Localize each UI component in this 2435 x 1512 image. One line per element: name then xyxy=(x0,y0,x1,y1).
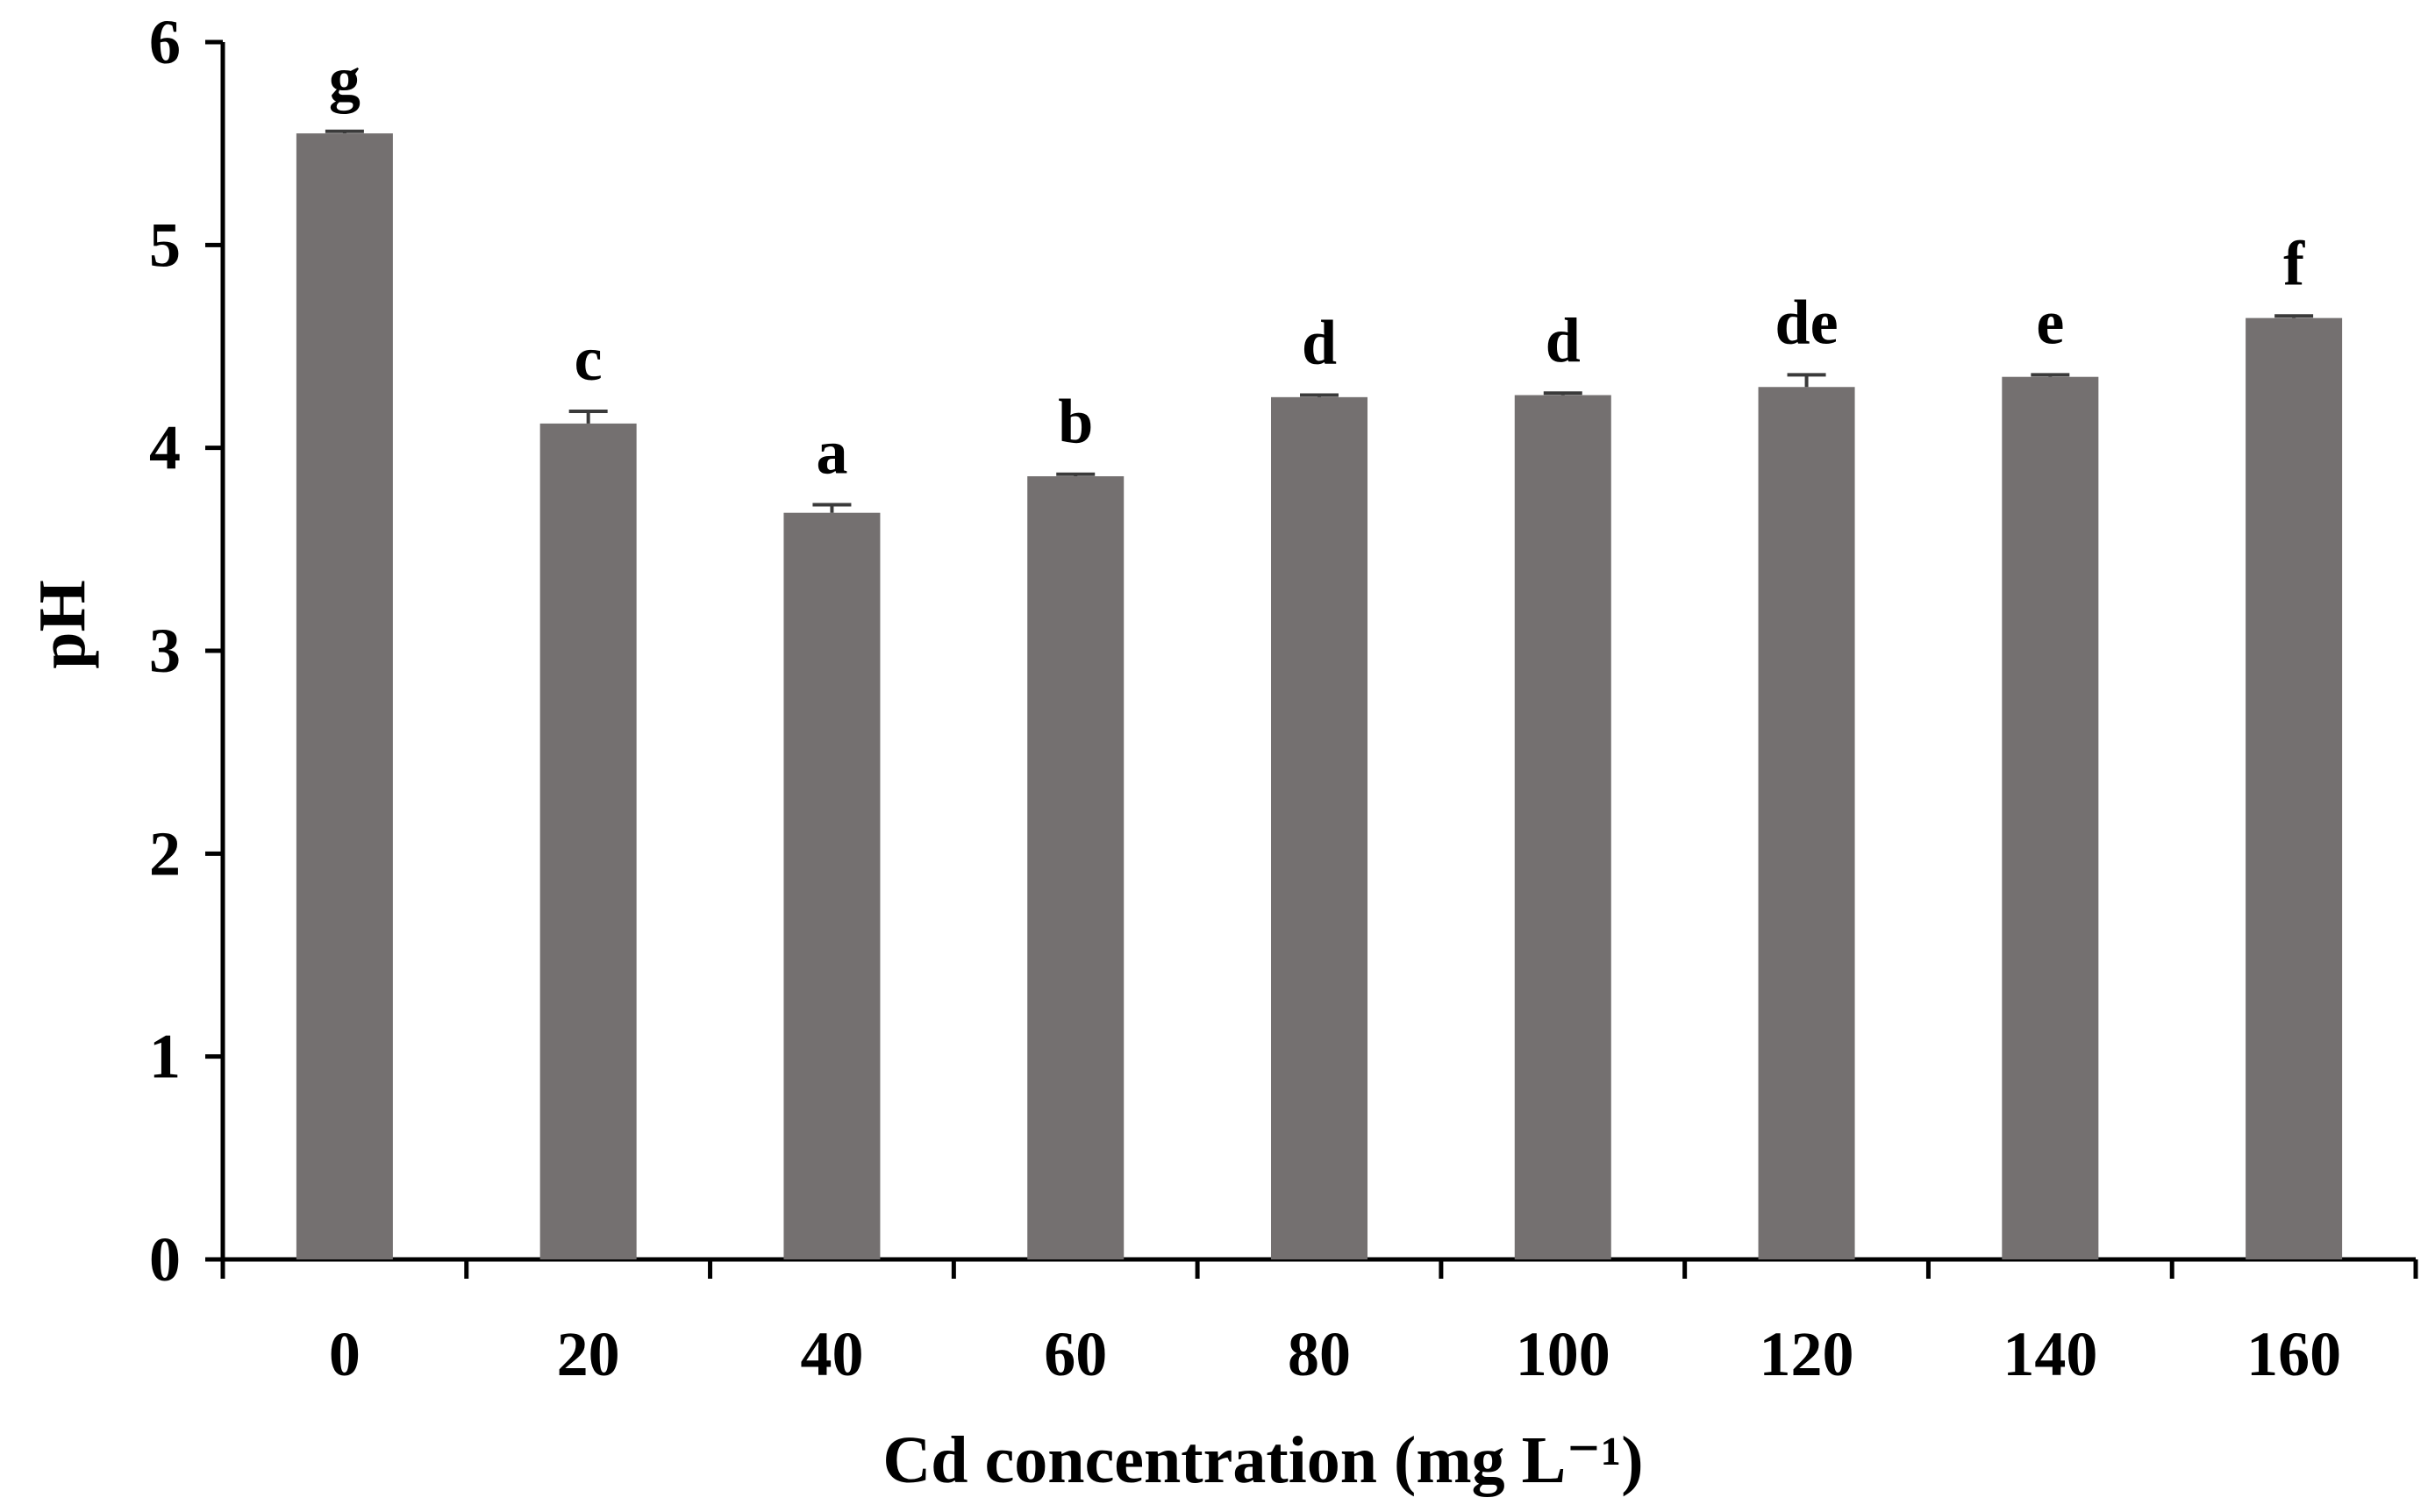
x-tick-label: 80 xyxy=(1288,1319,1351,1389)
x-axis-label: Cd concentration (mg L⁻¹) xyxy=(882,1423,1643,1497)
significance-letters-group: g c a b d d de e f xyxy=(329,44,2305,488)
x-tick-label: 100 xyxy=(1516,1319,1610,1389)
significance-letter: c xyxy=(575,324,603,394)
error-bars-group xyxy=(325,129,2314,513)
significance-letter: de xyxy=(1775,287,1839,357)
bar-60 xyxy=(1027,476,1125,1259)
y-tick-label: 4 xyxy=(149,413,181,483)
x-tick-label: 20 xyxy=(557,1319,620,1389)
bar-120 xyxy=(1758,387,1855,1259)
bars-group xyxy=(296,133,2343,1260)
x-tick-label: 60 xyxy=(1044,1319,1107,1389)
bar-140 xyxy=(2002,376,2099,1259)
significance-letter: g xyxy=(329,44,361,114)
x-tick-label: 120 xyxy=(1760,1319,1854,1389)
x-ticks-group: 0 20 40 60 80 100 120 140 160 xyxy=(220,1259,2418,1389)
significance-letter: d xyxy=(1546,305,1581,375)
y-tick-label: 0 xyxy=(149,1224,181,1294)
y-axis-label: pH xyxy=(25,580,99,668)
significance-letter: f xyxy=(2283,228,2305,298)
bar-40 xyxy=(783,512,881,1259)
x-tick-label: 40 xyxy=(800,1319,863,1389)
significance-letter: a xyxy=(816,417,847,487)
bar-160 xyxy=(2246,317,2343,1260)
x-tick-label: 160 xyxy=(2246,1319,2341,1389)
y-tick-label: 3 xyxy=(149,616,181,686)
bar-0 xyxy=(296,133,393,1260)
y-tick-label: 1 xyxy=(149,1022,181,1092)
significance-letter: e xyxy=(2036,287,2064,357)
significance-letter: d xyxy=(1302,308,1337,378)
y-tick-label: 6 xyxy=(149,7,181,77)
x-tick-label: 140 xyxy=(2003,1319,2097,1389)
x-tick-label: 0 xyxy=(329,1319,361,1389)
y-tick-label: 5 xyxy=(149,210,181,280)
y-ticks-group: 0 1 2 3 4 5 6 xyxy=(149,7,223,1294)
bar-100 xyxy=(1514,395,1611,1259)
bar-80 xyxy=(1271,396,1367,1259)
bar-20 xyxy=(539,423,637,1259)
significance-letter: b xyxy=(1058,387,1093,457)
y-tick-label: 2 xyxy=(149,818,181,888)
